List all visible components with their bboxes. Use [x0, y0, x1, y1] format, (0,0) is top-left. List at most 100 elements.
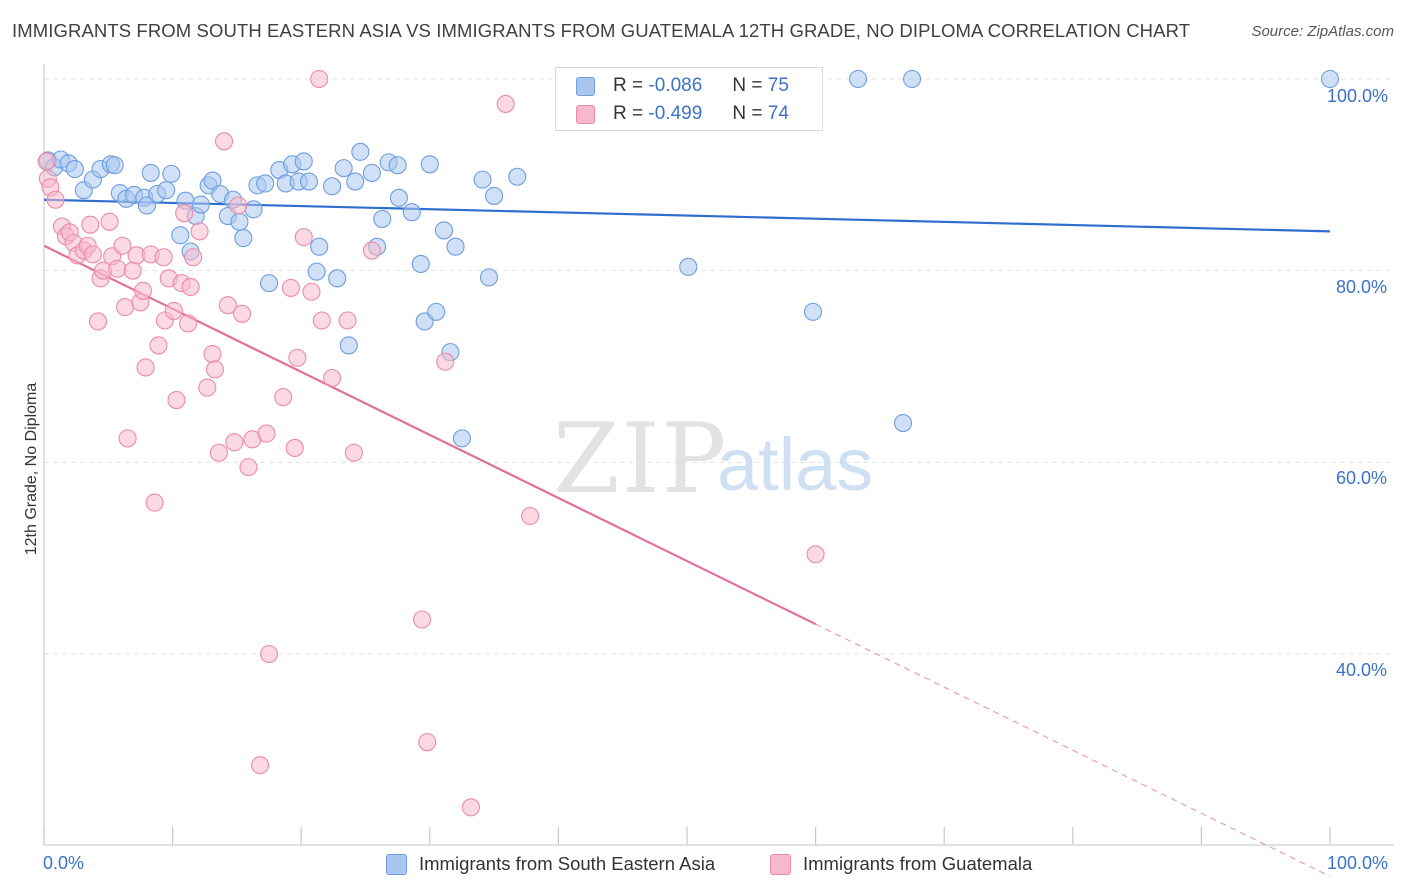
point-guatemala — [115, 298, 135, 317]
axes — [43, 64, 1394, 846]
point-guatemala — [154, 248, 173, 267]
y-tick-label-80: 80.0% — [1336, 277, 1388, 297]
point-guatemala — [175, 204, 194, 223]
point-south-eastern-asia — [479, 268, 499, 287]
point-guatemala — [239, 458, 258, 477]
point-guatemala — [203, 344, 222, 364]
watermark-atlas: atlas — [717, 423, 873, 506]
point-guatemala — [205, 360, 225, 379]
legend-series-name: Immigrants from Guatemala — [803, 853, 1033, 874]
point-south-eastern-asia — [294, 152, 313, 171]
point-guatemala — [232, 304, 252, 323]
source-credit: Source: ZipAtlas.com — [1251, 23, 1394, 40]
legend-r-label: R = — [613, 103, 644, 124]
point-south-eastern-asia — [157, 181, 176, 200]
point-guatemala — [136, 358, 155, 377]
point-guatemala — [123, 261, 142, 280]
point-south-eastern-asia — [388, 156, 407, 175]
legend-swatch-blue — [576, 76, 595, 96]
point-guatemala — [88, 312, 108, 331]
legend-item-guatemala: Immigrants from Guatemala — [770, 851, 1032, 877]
legend-row-pink: R = -0.499 N = 74 — [576, 102, 789, 126]
point-south-eastern-asia — [389, 188, 408, 207]
point-south-eastern-asia — [351, 142, 370, 161]
point-guatemala — [281, 278, 300, 297]
point-south-eastern-asia — [230, 212, 249, 231]
point-south-eastern-asia — [191, 195, 210, 214]
legend-row-blue: R = -0.086 N = 75 — [576, 74, 789, 98]
point-south-eastern-asia — [346, 172, 365, 191]
legend-n-label: N = — [732, 103, 763, 124]
point-guatemala — [37, 152, 56, 171]
stats-legend: R = -0.086 N = 75 R = -0.499 N = 74 — [555, 67, 823, 131]
watermark: ZIP atlas — [553, 403, 873, 515]
point-guatemala — [184, 248, 203, 267]
point-guatemala — [274, 388, 293, 407]
point-guatemala — [108, 259, 127, 278]
point-guatemala — [418, 733, 437, 752]
point-south-eastern-asia — [402, 203, 421, 222]
point-south-eastern-asia — [485, 186, 504, 205]
y-axis-label: 12th Grade, No Diploma — [23, 382, 40, 556]
point-guatemala — [178, 314, 198, 333]
point-south-eastern-asia — [328, 269, 347, 288]
point-guatemala — [229, 196, 248, 215]
point-guatemala — [167, 390, 186, 410]
point-south-eastern-asia — [171, 226, 190, 245]
point-south-eastern-asia — [1320, 69, 1340, 89]
point-guatemala — [133, 281, 153, 300]
point-south-eastern-asia — [452, 429, 472, 448]
point-south-eastern-asia — [803, 302, 823, 321]
point-south-eastern-asia — [434, 221, 453, 240]
point-guatemala — [218, 296, 237, 315]
point-guatemala — [461, 798, 481, 817]
gridlines — [44, 78, 1394, 655]
point-guatemala — [83, 245, 102, 264]
point-south-eastern-asia — [848, 69, 868, 89]
point-guatemala — [181, 277, 200, 297]
point-guatemala — [149, 336, 168, 355]
point-guatemala — [806, 545, 825, 564]
point-south-eastern-asia — [362, 163, 381, 182]
x-tick-label-max: 100.0% — [1327, 853, 1389, 873]
point-south-eastern-asia — [679, 257, 698, 276]
point-south-eastern-asia — [137, 196, 156, 215]
point-south-eastern-asia — [162, 164, 181, 183]
point-guatemala — [436, 352, 455, 371]
point-guatemala — [118, 429, 137, 448]
point-guatemala — [190, 222, 209, 241]
legend-n-label: N = — [732, 75, 763, 96]
point-south-eastern-asia — [373, 209, 392, 228]
point-south-eastern-asia — [310, 237, 329, 256]
point-south-eastern-asia — [508, 167, 527, 186]
point-guatemala — [164, 301, 183, 320]
y-tick-label-60: 60.0% — [1336, 468, 1388, 488]
point-guatemala — [323, 368, 342, 388]
point-guatemala — [113, 236, 132, 255]
point-guatemala — [145, 493, 164, 512]
legend-n-value: 74 — [767, 103, 789, 124]
chart-title: IMMIGRANTS FROM SOUTH EASTERN ASIA VS IM… — [12, 20, 1191, 41]
legend-item-south-eastern-asia: Immigrants from South Eastern Asia — [386, 851, 715, 877]
y-tick-label-40: 40.0% — [1336, 660, 1388, 680]
legend-swatch-blue — [386, 853, 407, 875]
y-tick-label-100: 100.0% — [1327, 86, 1389, 106]
point-south-eastern-asia — [244, 200, 263, 219]
point-south-eastern-asia — [473, 170, 492, 189]
point-south-eastern-asia — [259, 274, 279, 293]
point-guatemala — [302, 282, 321, 301]
point-south-eastern-asia — [105, 156, 124, 175]
trend-line-extension — [815, 623, 1331, 877]
legend-r-label: R = — [613, 75, 644, 96]
point-south-eastern-asia — [893, 413, 913, 433]
point-south-eastern-asia — [323, 177, 342, 196]
point-guatemala — [225, 433, 244, 452]
point-south-eastern-asia — [446, 237, 465, 256]
x-tick-label-min: 0.0% — [43, 853, 85, 873]
point-south-eastern-asia — [65, 160, 84, 179]
point-guatemala — [338, 311, 357, 330]
point-guatemala — [362, 241, 381, 260]
trend-lines — [43, 198, 1331, 877]
point-guatemala — [310, 69, 329, 89]
legend-swatch-pink — [770, 853, 791, 875]
